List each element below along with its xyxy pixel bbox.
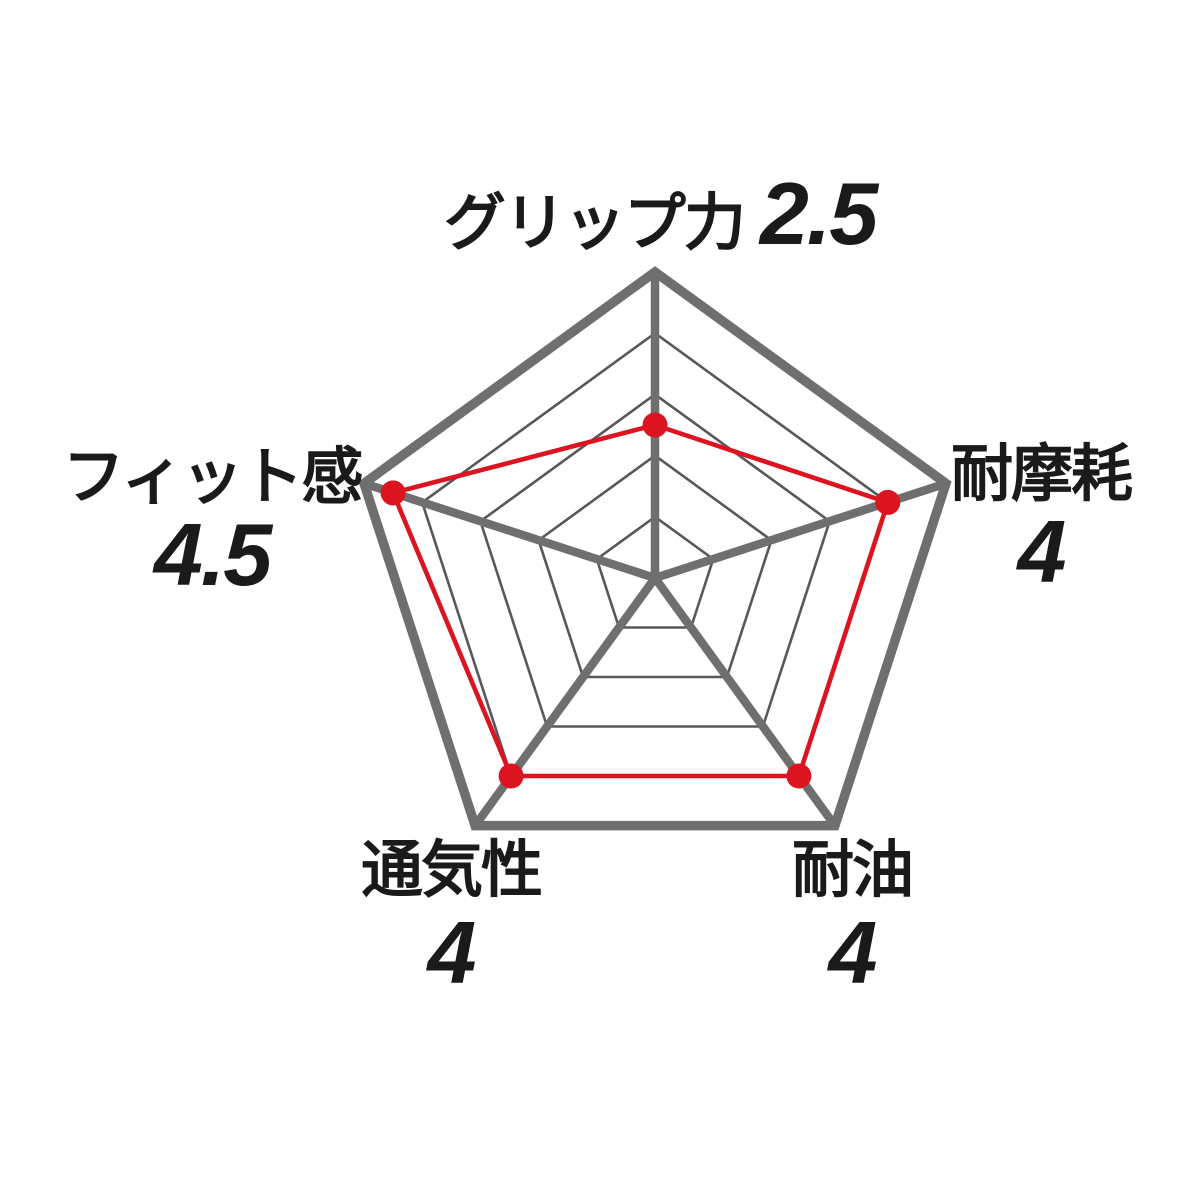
grid-ring bbox=[478, 392, 832, 728]
data-point bbox=[875, 489, 901, 515]
axis-name-breathability: 通気性 bbox=[360, 836, 543, 905]
axis-value-wear-resistance: 4 bbox=[1017, 502, 1067, 601]
axis-value-oil-resistance: 4 bbox=[828, 903, 878, 1002]
axis-name-wear-resistance: 耐摩耗 bbox=[950, 440, 1133, 509]
data-point bbox=[380, 480, 406, 506]
axis-label-oil-resistance: 耐油 4 bbox=[752, 840, 952, 997]
grid-ring bbox=[537, 453, 773, 679]
axis-name-grip: グリップ力 bbox=[443, 189, 746, 258]
axis-value-fit: 4.5 bbox=[153, 505, 272, 604]
axis-spoke bbox=[471, 575, 659, 829]
axis-value-breathability: 4 bbox=[427, 903, 477, 1002]
grid-ring bbox=[595, 515, 715, 629]
data-point bbox=[786, 763, 812, 789]
axis-name-oil-resistance: 耐油 bbox=[791, 836, 914, 905]
data-point bbox=[642, 412, 668, 438]
axis-spoke bbox=[362, 479, 657, 583]
axis-label-fit: フィット感 4.5 bbox=[62, 443, 364, 604]
axis-spoke bbox=[651, 575, 839, 829]
axis-value-grip: 2.5 bbox=[759, 164, 878, 263]
axis-name-fit: フィット感 bbox=[62, 443, 364, 512]
axis-spoke bbox=[653, 479, 948, 583]
outer-pentagon bbox=[358, 266, 952, 831]
axis-label-breathability: 通気性 4 bbox=[351, 840, 551, 997]
axis-label-grip: グリップ力 2.5 bbox=[430, 170, 890, 270]
data-point bbox=[498, 763, 524, 789]
data-polygon bbox=[390, 422, 891, 779]
axis-label-wear-resistance: 耐摩耗 4 bbox=[941, 444, 1141, 596]
